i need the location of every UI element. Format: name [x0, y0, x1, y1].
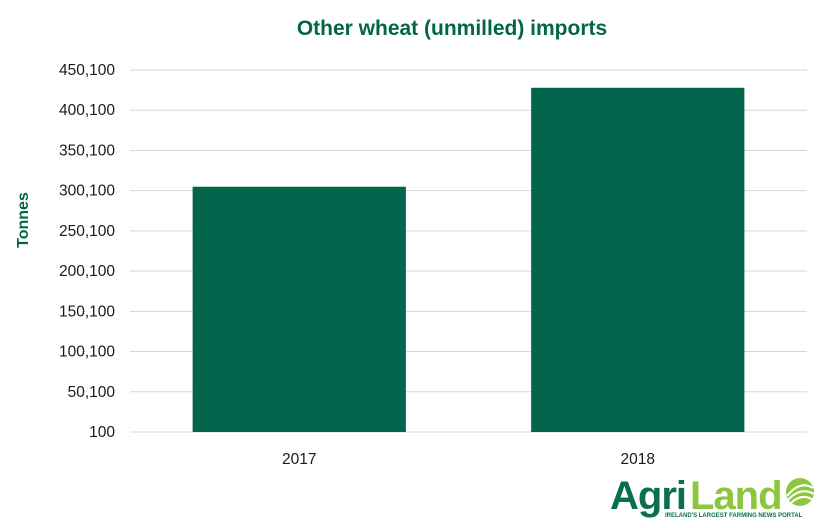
y-axis-ticks: 100 50,100 100,100 150,100 200,100 250,100 300… — [59, 62, 115, 441]
x-tick-label: 2018 — [621, 451, 655, 468]
y-tick-label: 250,100 — [59, 223, 115, 240]
bars — [192, 87, 745, 432]
y-axis-label: Tonnes — [15, 192, 32, 248]
y-tick-label: 100 — [89, 424, 115, 441]
y-tick-label: 300,100 — [59, 183, 115, 200]
x-axis-ticks: 2017 2018 — [282, 451, 655, 468]
bar-2017 — [192, 186, 406, 432]
x-tick-label: 2017 — [282, 451, 316, 468]
wheat-field-icon — [786, 478, 815, 506]
y-tick-label: 50,100 — [68, 384, 116, 401]
y-tick-label: 350,100 — [59, 142, 115, 159]
bar-2018 — [531, 87, 745, 432]
logo-text-land: Land — [690, 474, 782, 518]
chart-title: Other wheat (unmilled) imports — [297, 17, 607, 40]
logo-text-agri: Agri — [610, 474, 686, 518]
y-tick-label: 100,100 — [59, 344, 115, 361]
y-tick-label: 150,100 — [59, 303, 115, 320]
agriland-logo: Agri Land IRELAND'S LARGEST FARMING NEWS… — [610, 474, 815, 519]
y-tick-label: 200,100 — [59, 263, 115, 280]
y-tick-label: 450,100 — [59, 62, 115, 79]
y-tick-label: 400,100 — [59, 102, 115, 119]
logo-tagline: IRELAND'S LARGEST FARMING NEWS PORTAL — [665, 513, 803, 519]
